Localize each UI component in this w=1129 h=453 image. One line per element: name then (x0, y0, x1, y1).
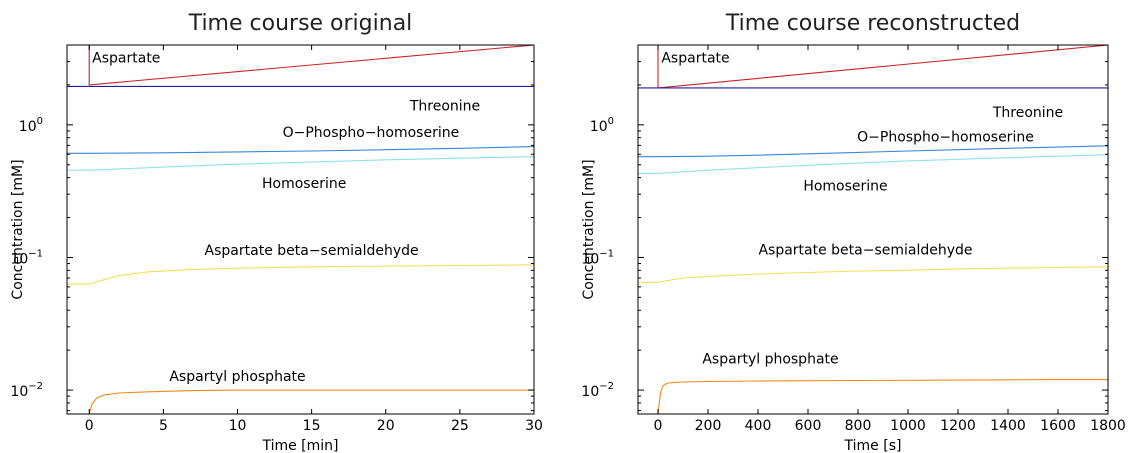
series-label-aspartate-beta-semialdehyde: Aspartate beta−semialdehyde (205, 243, 419, 259)
x-tick-label: 400 (745, 418, 772, 434)
x-tick-label: 1800 (1090, 418, 1126, 434)
chart-2: Aspartate Threonine O−Phospho−homoserine Ho… (581, 11, 1126, 453)
series-label-o-phospho-homoserine: O−Phospho−homoserine (857, 129, 1034, 145)
x-tick-label: 0 (654, 418, 663, 434)
chart-title: Time course reconstructed (725, 11, 1020, 36)
series-label-homoserine: Homoserine (803, 179, 887, 195)
x-tick-label: 5 (159, 418, 168, 434)
y-axis-label: Concentration [mM] (581, 159, 597, 299)
x-tick-label: 1400 (990, 418, 1026, 434)
x-axis-label: Time [min] (261, 438, 338, 453)
series-line-aspartate-beta-semialdehyde (638, 267, 1108, 283)
series-label-aspartate: Aspartate (661, 51, 729, 67)
y-tick-label: 10−2 (581, 381, 614, 400)
series-line-homoserine (638, 155, 1108, 174)
x-tick-label: 25 (451, 418, 469, 434)
x-tick-label: 0 (85, 418, 94, 434)
y-tick-label: 100 (590, 116, 614, 135)
y-tick-label: 100 (19, 116, 43, 135)
series-line-aspartyl-phosphate (67, 390, 534, 414)
chart-1: Aspartate Threonine O−Phospho−homoserine Ho… (10, 11, 543, 453)
x-tick-label: 600 (795, 418, 822, 434)
series-label-o-phospho-homoserine: O−Phospho−homoserine (283, 125, 460, 141)
x-tick-label: 30 (525, 418, 543, 434)
x-tick-label: 10 (229, 418, 247, 434)
series-line-aspartate-beta-semialdehyde (67, 265, 534, 284)
chart-title: Time course original (188, 11, 413, 36)
x-tick-label: 20 (377, 418, 395, 434)
x-tick-label: 15 (303, 418, 321, 434)
series-label-aspartate: Aspartate (92, 51, 160, 67)
series-label-aspartate-beta-semialdehyde: Aspartate beta−semialdehyde (758, 243, 972, 259)
series-label-threonine: Threonine (992, 105, 1063, 121)
series-label-homoserine: Homoserine (262, 176, 346, 192)
x-axis-label: Time [s] (844, 438, 902, 453)
series-line-o-phospho-homoserine (67, 147, 534, 154)
series-label-aspartyl-phosphate: Aspartyl phosphate (169, 369, 305, 385)
series-label-threonine: Threonine (409, 99, 480, 115)
x-tick-label: 1000 (890, 418, 926, 434)
y-axis-label: Concentration [mM] (10, 159, 26, 299)
series-label-aspartyl-phosphate: Aspartyl phosphate (702, 352, 838, 368)
x-tick-label: 800 (845, 418, 872, 434)
series-line-o-phospho-homoserine (638, 146, 1108, 157)
x-tick-label: 1200 (940, 418, 976, 434)
series-line-aspartyl-phosphate (638, 380, 1108, 414)
x-tick-label: 200 (695, 418, 722, 434)
y-tick-label: 10−2 (10, 381, 43, 400)
x-tick-label: 1600 (1040, 418, 1076, 434)
series-line-homoserine (67, 157, 534, 171)
